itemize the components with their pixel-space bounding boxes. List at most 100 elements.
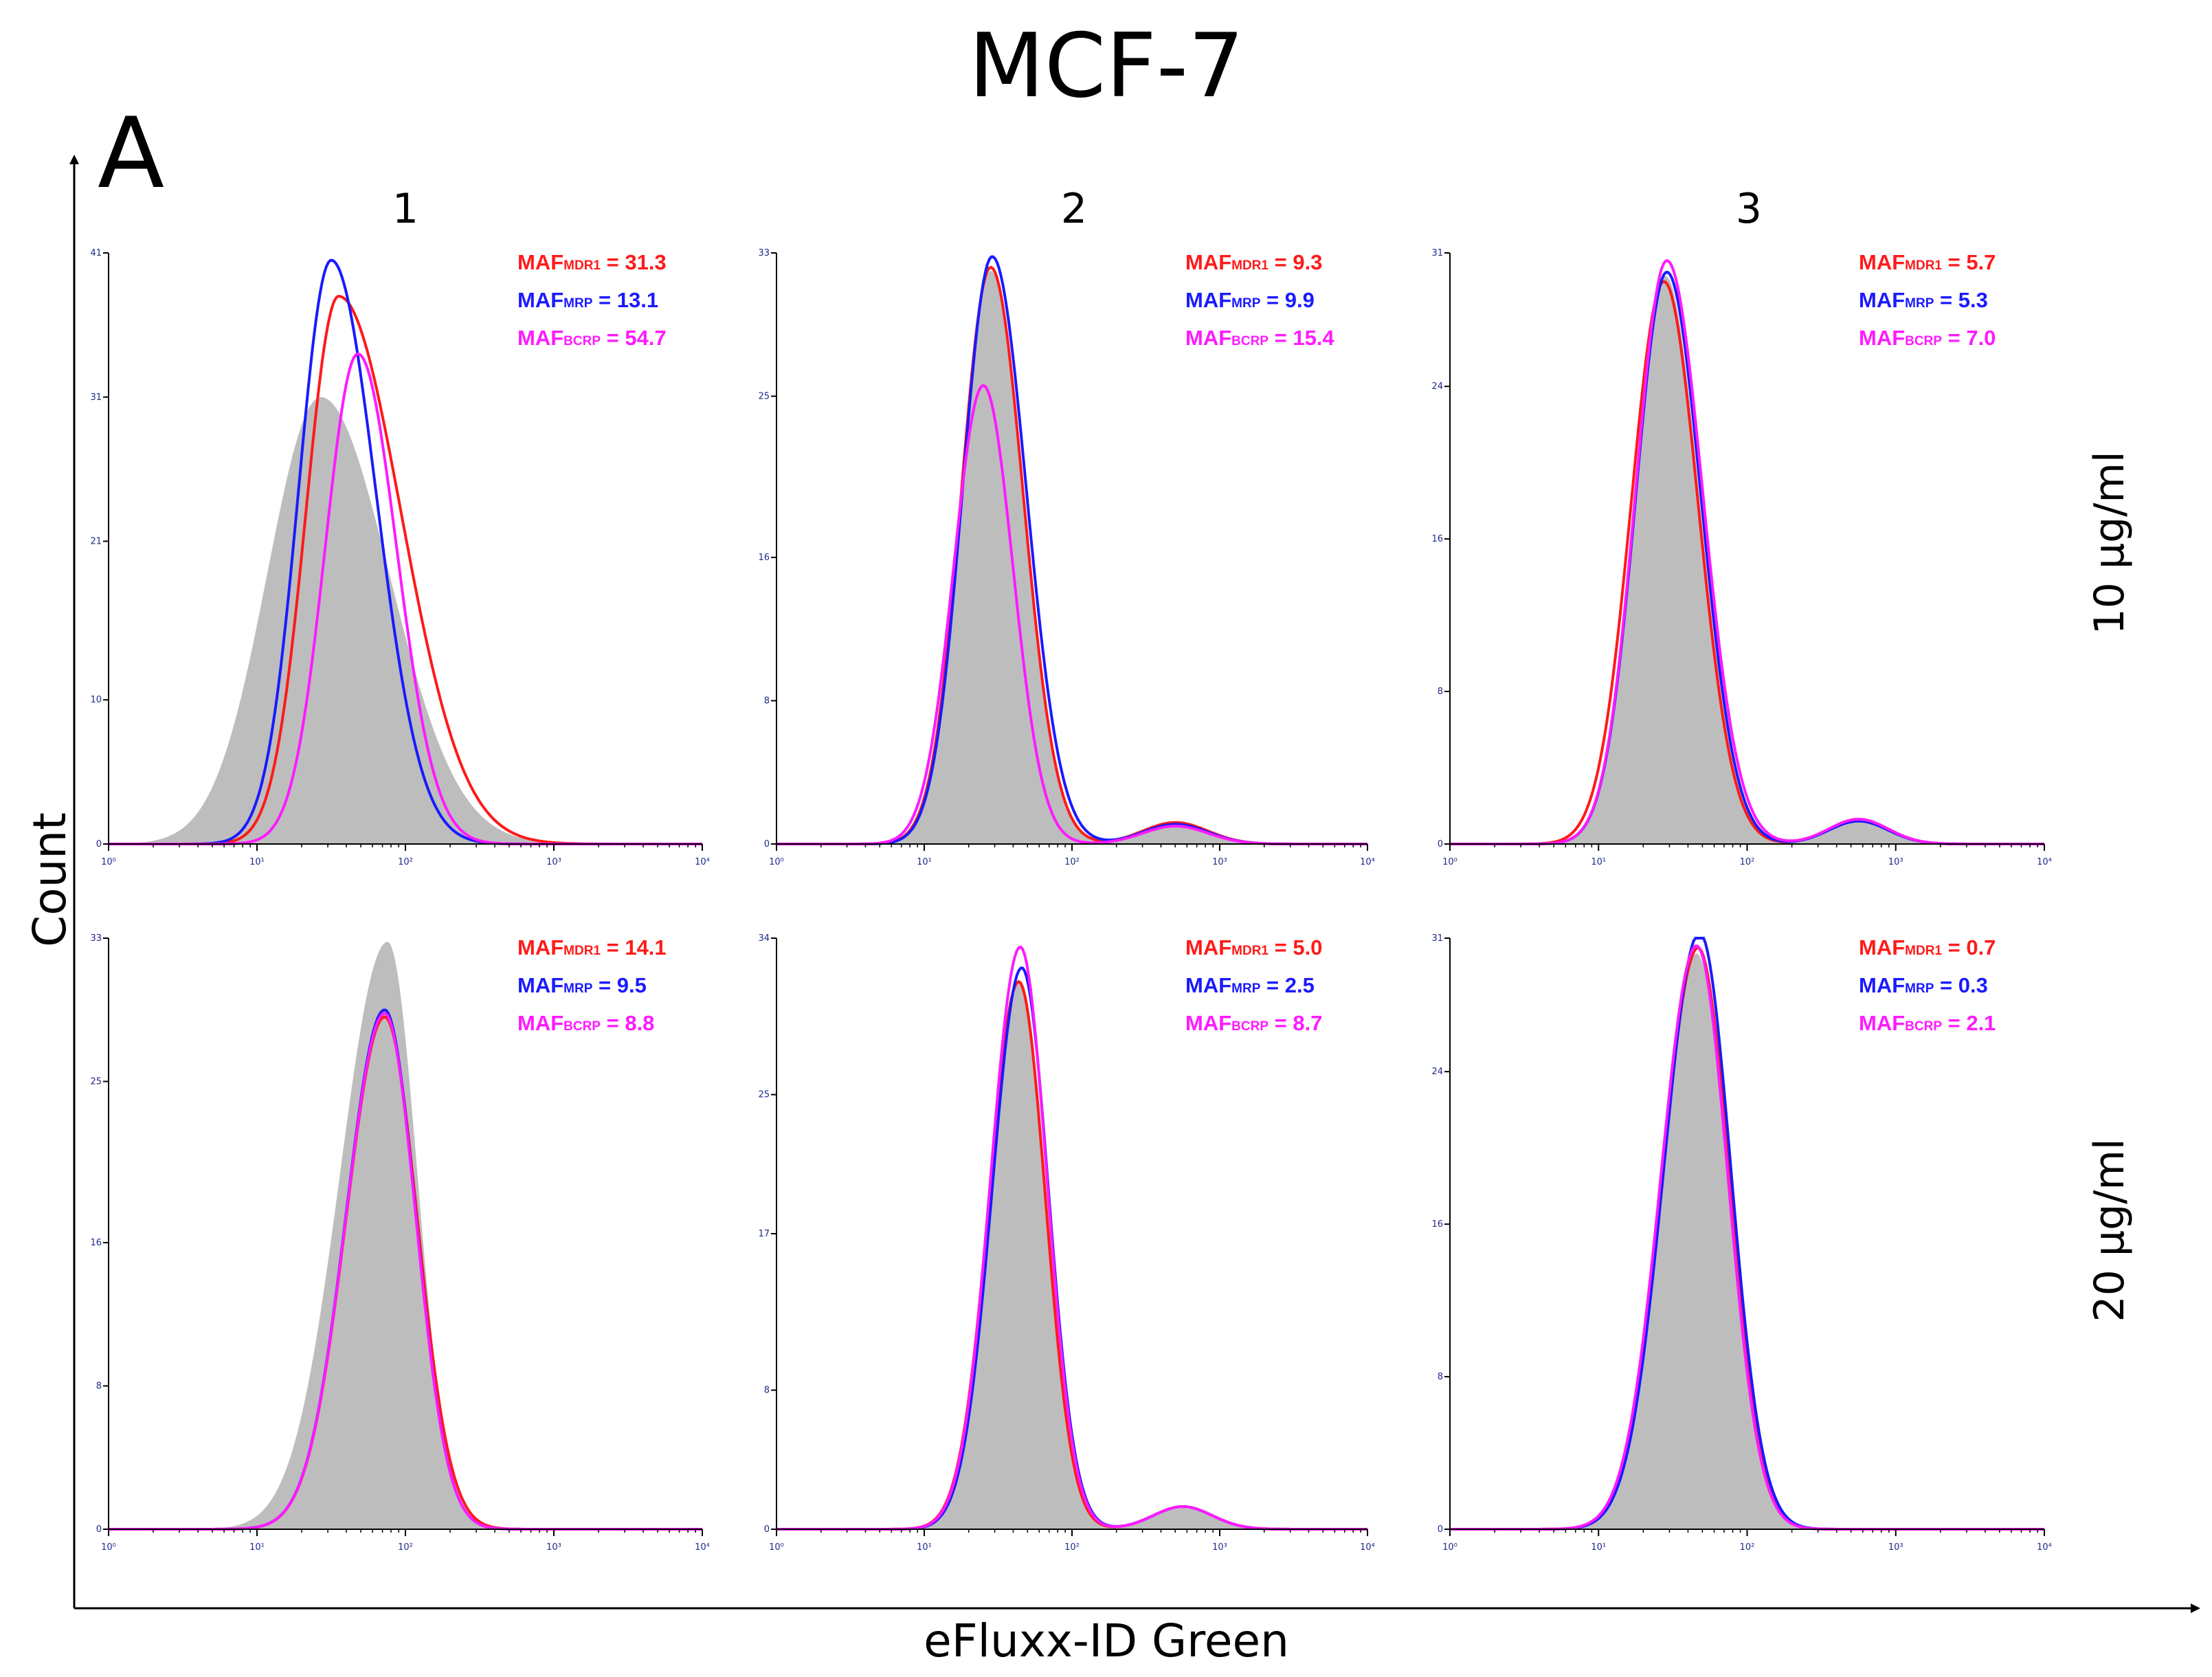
maf-mdr1-label: MAFMDR1 = 5.7: [1859, 250, 1996, 274]
maf-mrp-label: MAFMRP = 9.9: [1185, 288, 1315, 312]
y-tick-label: 0: [96, 839, 102, 849]
maf-subscript: BCRP: [1231, 1019, 1269, 1034]
maf-mdr1-label: MAFMDR1 = 14.1: [517, 935, 667, 959]
x-tick-label: 10²: [1740, 857, 1755, 867]
x-tick-label: 10¹: [917, 1542, 932, 1553]
maf-value: = 2.1: [1942, 1011, 1996, 1035]
maf-prefix: MAF: [1185, 288, 1231, 312]
x-tick-label: 10²: [1064, 857, 1080, 867]
x-tick-label: 10¹: [249, 1542, 265, 1553]
column-label-2: 2: [1061, 185, 1087, 233]
mdr1-histogram-line: [1450, 280, 2044, 845]
y-tick-label: 34: [758, 933, 770, 944]
x-tick-label: 10¹: [1591, 1542, 1606, 1553]
maf-subscript: MDR1: [1231, 258, 1269, 273]
maf-mrp-label: MAFMRP = 9.5: [517, 973, 647, 997]
y-tick-label: 8: [764, 696, 770, 707]
maf-mdr1-label: MAFMDR1 = 9.3: [1185, 250, 1322, 274]
maf-prefix: MAF: [1185, 1011, 1231, 1035]
maf-mrp-label: MAFMRP = 13.1: [517, 288, 658, 312]
bcrp-histogram-line: [777, 384, 1367, 845]
x-tick-label: 10²: [1740, 1542, 1755, 1553]
x-tick-label: 10³: [546, 1542, 561, 1553]
x-tick-label: 10⁰: [1442, 857, 1457, 867]
x-tick-label: 10¹: [1591, 857, 1606, 867]
y-tick-label: 10: [90, 695, 102, 705]
maf-value: = 5.7: [1942, 250, 1996, 274]
figure-title: MCF-7: [968, 15, 1244, 118]
y-tick-label: 41: [90, 248, 102, 258]
maf-value: = 54.7: [601, 326, 667, 350]
maf-value: = 9.5: [592, 973, 646, 997]
maf-value: = 8.7: [1269, 1011, 1322, 1035]
y-tick-label: 16: [1431, 534, 1443, 544]
x-tick-label: 10⁰: [1442, 1542, 1457, 1553]
maf-prefix: MAF: [517, 1011, 563, 1035]
x-tick-label: 10⁴: [2037, 857, 2052, 867]
y-tick-label: 0: [764, 839, 770, 849]
x-tick-label: 10⁰: [769, 1542, 784, 1553]
x-tick-label: 10²: [398, 1542, 413, 1553]
maf-prefix: MAF: [1859, 326, 1905, 350]
maf-mrp-label: MAFMRP = 0.3: [1859, 973, 1988, 997]
y-tick-label: 24: [1431, 1067, 1443, 1077]
maf-subscript: MDR1: [1231, 944, 1269, 958]
y-axis-title: Count: [23, 812, 76, 947]
histogram-panels: 0 10 21 31 41 10⁰ 10¹ 10² 10³ 10⁴ MAFMDR1 = 31.3 MA…: [90, 248, 2051, 1553]
x-tick-label: 10⁴: [695, 1542, 710, 1553]
maf-bcrp-label: MAFBCRP = 54.7: [517, 326, 667, 350]
y-tick-label: 0: [96, 1524, 102, 1535]
maf-subscript: MDR1: [563, 944, 601, 958]
column-label-1: 1: [392, 185, 418, 233]
y-tick-label: 16: [758, 553, 770, 563]
x-tick-label: 10⁰: [769, 857, 784, 867]
maf-mdr1-label: MAFMDR1 = 31.3: [517, 250, 667, 274]
y-tick-label: 16: [1431, 1219, 1443, 1230]
maf-subscript: MRP: [1231, 981, 1261, 996]
maf-mrp-label: MAFMRP = 5.3: [1859, 288, 1988, 312]
control-histogram: [777, 271, 1367, 844]
x-axis-title: eFluxx-ID Green: [924, 1614, 1289, 1667]
y-tick-label: 33: [758, 248, 770, 258]
y-tick-label: 31: [90, 392, 102, 403]
maf-value: = 9.9: [1260, 288, 1314, 312]
maf-value: = 5.0: [1269, 935, 1322, 959]
x-tick-label: 10³: [1888, 1542, 1903, 1553]
maf-bcrp-label: MAFBCRP = 8.8: [517, 1011, 654, 1035]
maf-mdr1-label: MAFMDR1 = 0.7: [1859, 935, 1996, 959]
maf-prefix: MAF: [1859, 250, 1905, 274]
y-tick-label: 24: [1431, 381, 1443, 392]
y-tick-label: 16: [90, 1238, 102, 1248]
maf-value: = 0.7: [1942, 935, 1996, 959]
maf-bcrp-label: MAFBCRP = 15.4: [1185, 326, 1334, 350]
maf-subscript: BCRP: [1905, 334, 1942, 348]
y-tick-label: 21: [90, 537, 102, 547]
x-tick-label: 10⁰: [101, 857, 116, 867]
maf-prefix: MAF: [517, 935, 563, 959]
row-label-20ugml: 20 µg/ml: [2086, 1138, 2134, 1322]
maf-prefix: MAF: [1185, 326, 1231, 350]
y-tick-label: 25: [758, 391, 770, 401]
maf-subscript: MDR1: [1905, 944, 1942, 958]
x-tick-label: 10²: [1064, 1542, 1080, 1553]
maf-subscript: BCRP: [563, 1019, 601, 1034]
y-tick-label: 8: [1438, 687, 1443, 697]
maf-bcrp-label: MAFBCRP = 7.0: [1859, 326, 1996, 350]
control-histogram: [109, 942, 702, 1529]
column-label-3: 3: [1736, 185, 1762, 233]
maf-subscript: MDR1: [563, 258, 601, 273]
maf-subscript: BCRP: [1231, 334, 1269, 348]
maf-value: = 0.3: [1934, 973, 1987, 997]
maf-prefix: MAF: [517, 326, 563, 350]
y-tick-label: 25: [758, 1090, 770, 1100]
y-tick-label: 8: [96, 1381, 102, 1392]
maf-prefix: MAF: [1859, 935, 1905, 959]
maf-mdr1-label: MAFMDR1 = 5.0: [1185, 935, 1322, 959]
maf-prefix: MAF: [1859, 1011, 1905, 1035]
maf-value: = 2.5: [1260, 973, 1314, 997]
y-tick-label: 8: [1438, 1372, 1443, 1382]
